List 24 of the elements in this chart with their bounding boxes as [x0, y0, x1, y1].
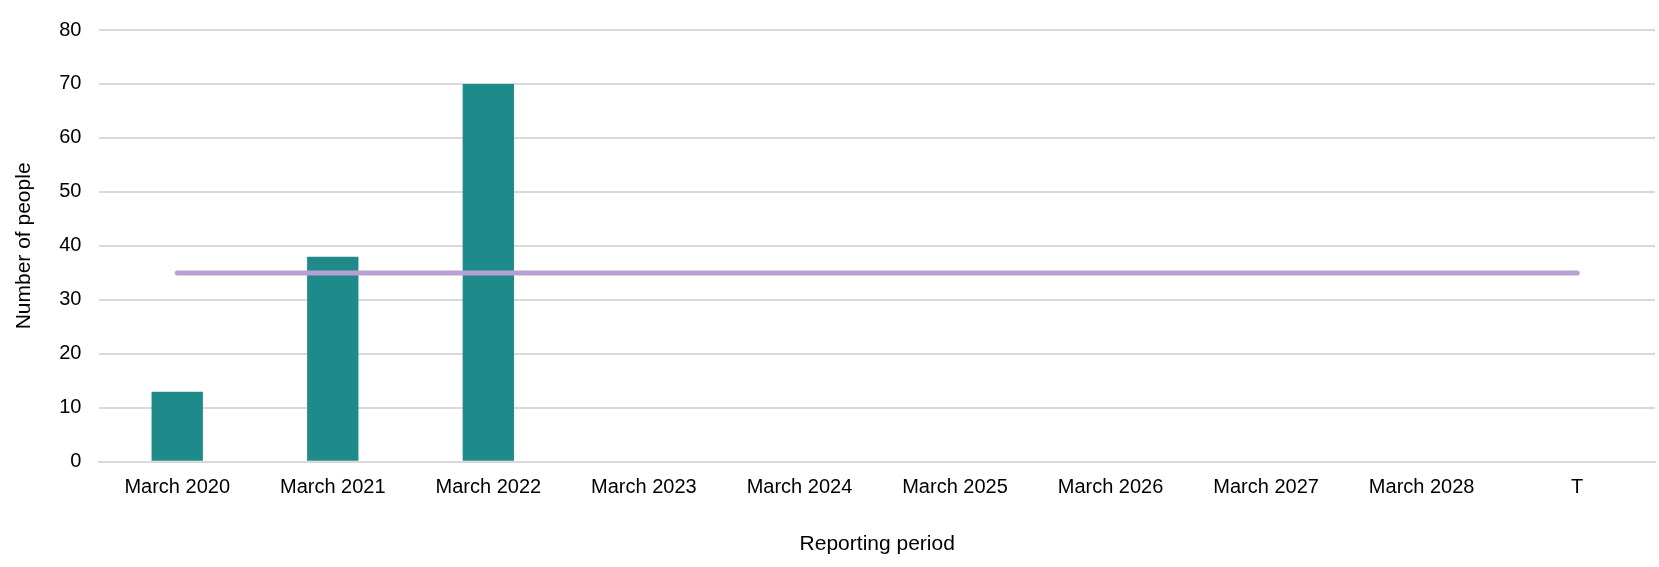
bar — [151, 391, 203, 461]
x-tick-label: March 2021 — [279, 475, 386, 498]
x-tick-label: March 2028 — [1368, 475, 1475, 498]
y-tick-label: 30 — [59, 287, 82, 310]
y-tick-label: 50 — [59, 179, 82, 202]
y-tick-label: 40 — [59, 233, 82, 256]
y-axis-title: Number of people — [11, 162, 35, 330]
y-tick-label: 70 — [59, 71, 82, 94]
bar — [307, 256, 359, 461]
x-tick-label: March 2020 — [124, 475, 231, 498]
x-tick-label: T — [1571, 475, 1584, 498]
y-tick-label: 80 — [59, 17, 82, 40]
x-tick-label: March 2024 — [746, 475, 853, 498]
y-tick-label: 0 — [70, 449, 82, 472]
y-tick-label: 60 — [59, 125, 82, 148]
y-tick-label: 10 — [59, 395, 82, 418]
x-tick-label: March 2022 — [435, 475, 542, 498]
y-tick-label: 20 — [59, 341, 82, 364]
x-tick-label: March 2023 — [591, 475, 697, 498]
x-tick-label: March 2025 — [902, 475, 1008, 498]
bar — [462, 83, 514, 461]
x-tick-label: March 2027 — [1213, 475, 1319, 498]
x-axis-title: Reporting period — [799, 531, 955, 555]
x-tick-label: March 2026 — [1057, 475, 1164, 498]
